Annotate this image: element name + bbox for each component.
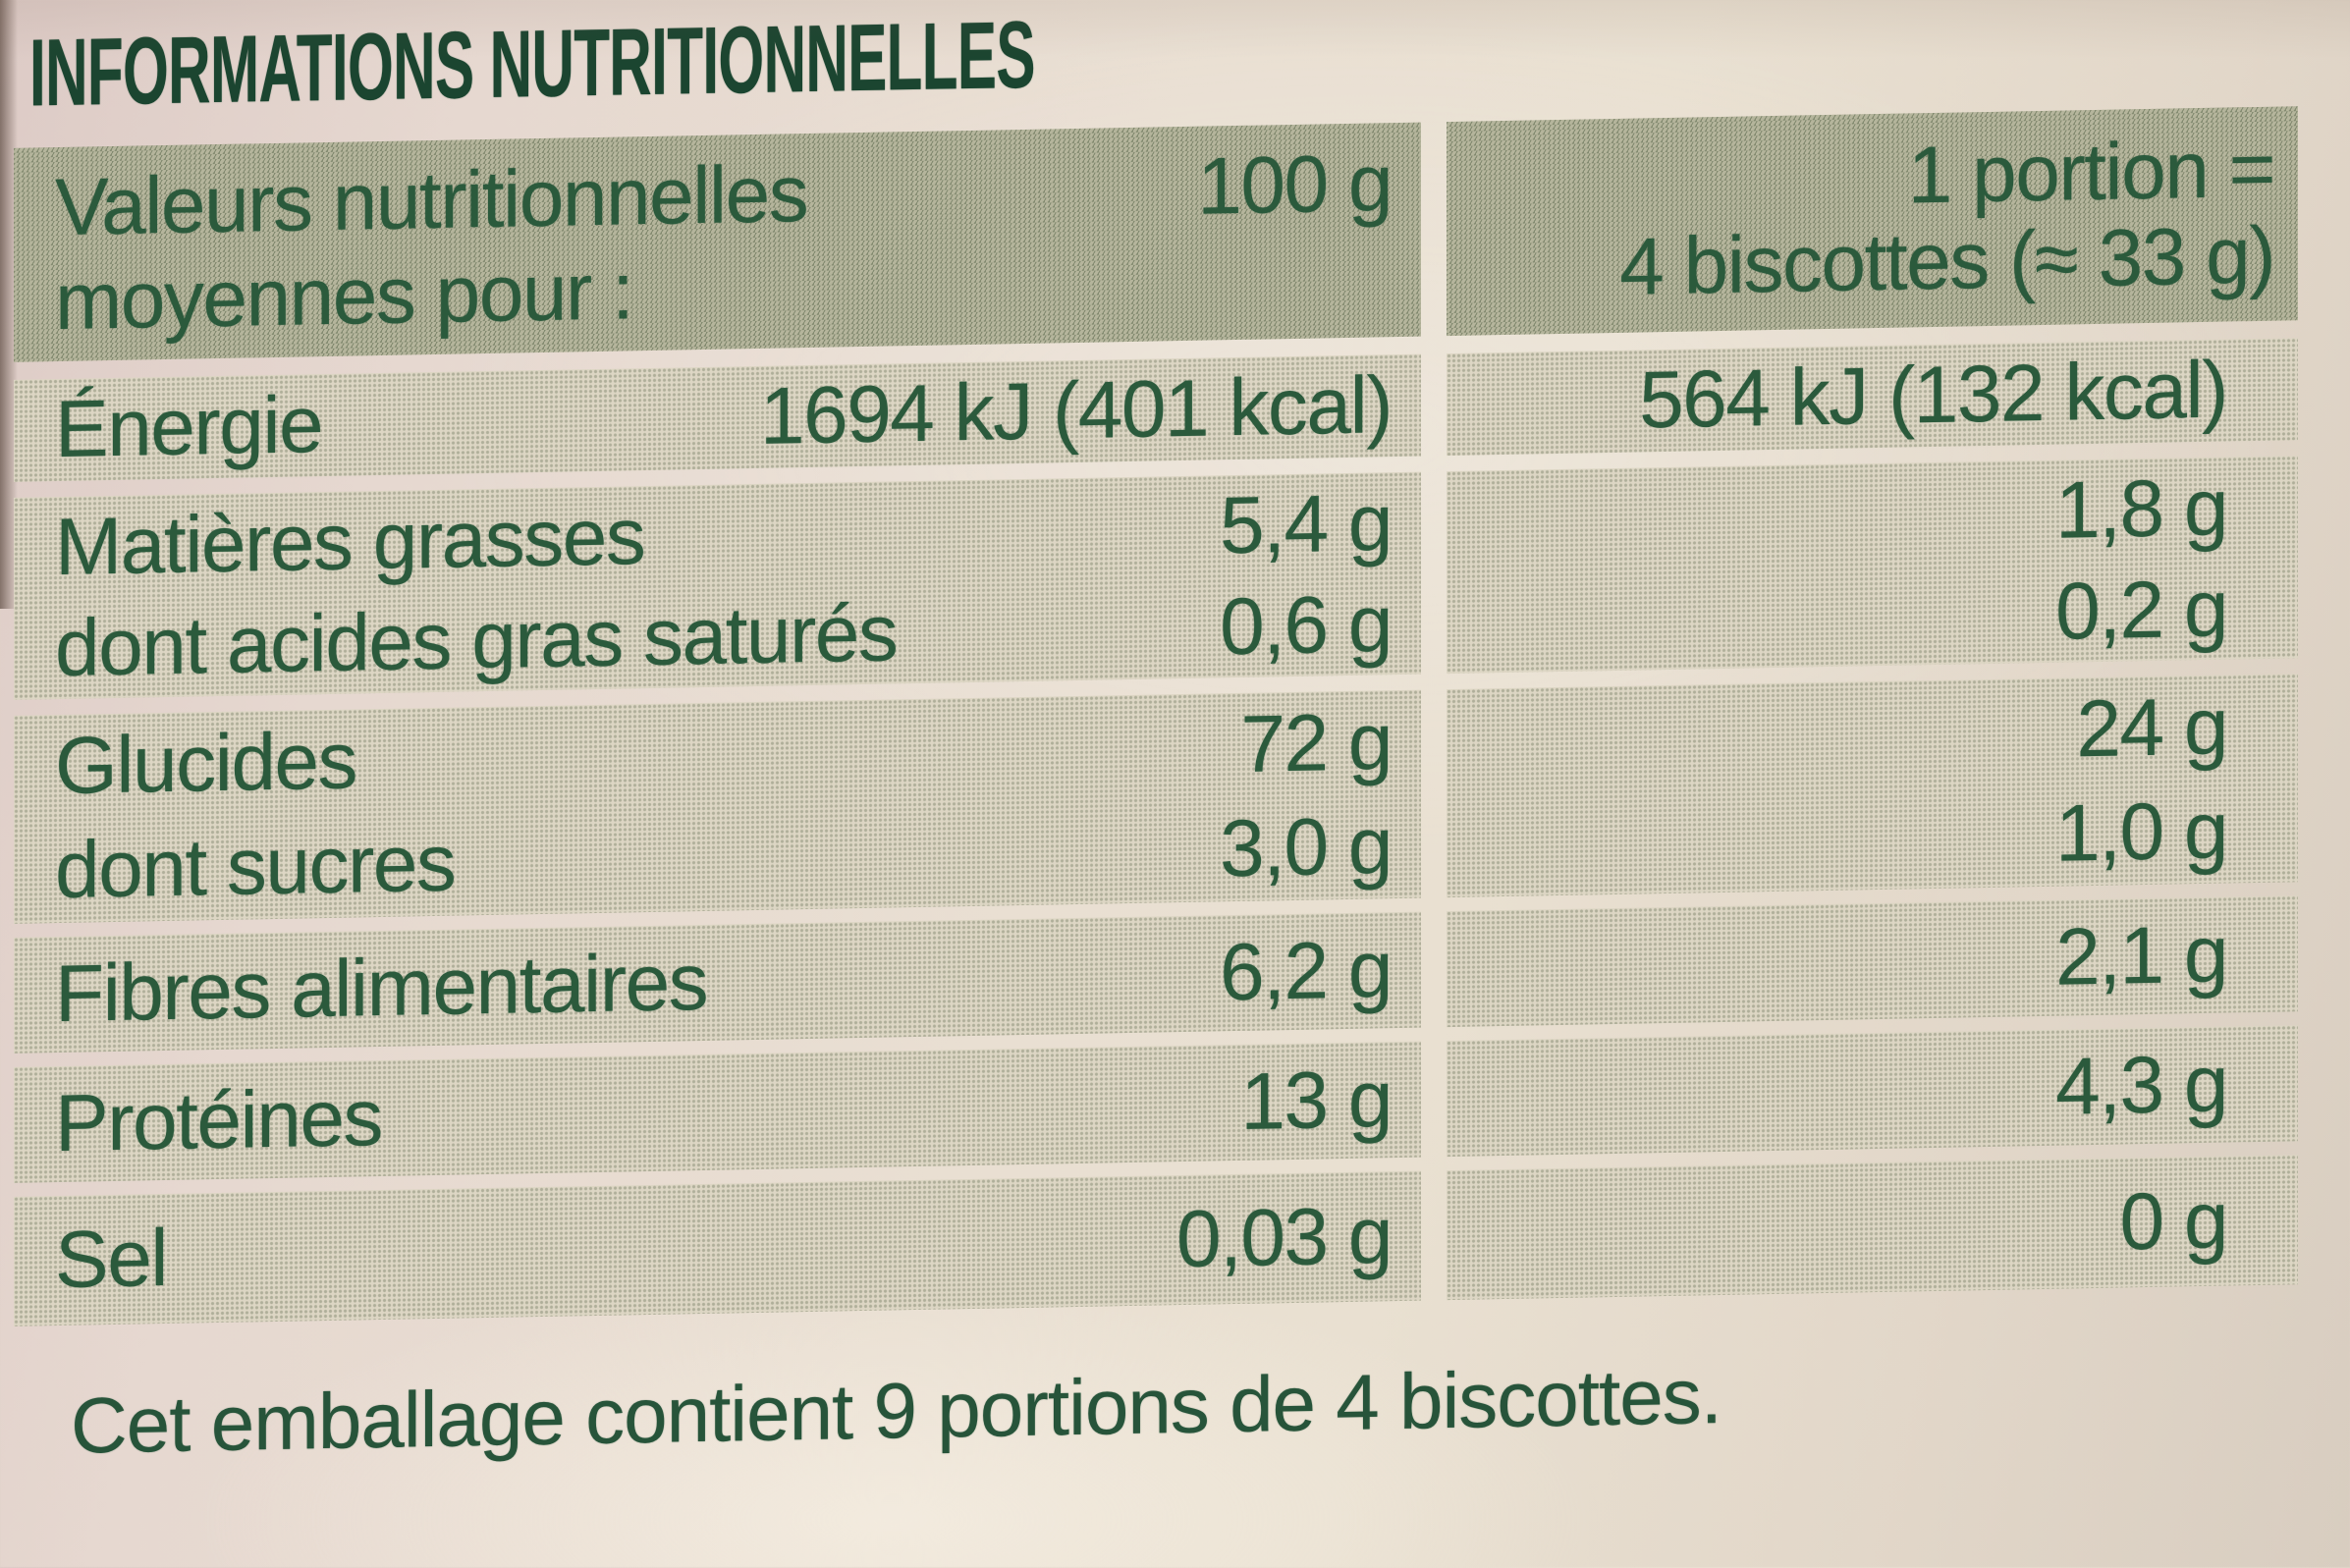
salt-per-100g: 0,03 g <box>1176 1191 1392 1285</box>
protein-label: Protéines <box>55 1072 382 1169</box>
carb-left-cell: Glucides 72 g dont sucres 3,0 g <box>14 689 1421 924</box>
table-row-fibres: Fibres alimentaires 6,2 g 2,1 g <box>14 895 2298 1054</box>
carb-portion-cell: 24 g 1,0 g <box>1447 674 2298 898</box>
saturated-label: dont acides gras saturés <box>55 587 898 693</box>
salt-label: Sel <box>55 1213 168 1306</box>
header-portion-line1: 1 portion = <box>1907 124 2274 221</box>
fat-portion-cell: 1,8 g 0,2 g <box>1447 456 2298 675</box>
column-gap <box>1421 471 1447 674</box>
fiber-per-portion: 2,1 g <box>2055 909 2227 1002</box>
table-row-matieres-grasses: Matières grasses 5,4 g dont acides gras … <box>14 456 2298 700</box>
energie-per-100g: 1694 kJ (401 kcal) <box>759 360 1392 461</box>
fiber-left-cell: Fibres alimentaires 6,2 g <box>14 911 1421 1054</box>
salt-left-cell: Sel 0,03 g <box>14 1170 1421 1326</box>
package-portions-note: Cet emballage contient 9 portions de 4 b… <box>71 1351 1722 1470</box>
protein-per-100g: 13 g <box>1240 1054 1392 1147</box>
fiber-label: Fibres alimentaires <box>55 937 708 1040</box>
protein-portion-cell: 4,3 g <box>1447 1025 2298 1158</box>
carb-label: Glucides <box>55 716 357 812</box>
energie-left-cell: Énergie 1694 kJ (401 kcal) <box>14 353 1421 482</box>
header-portion-line2: 4 biscottes (≈ 33 g) <box>1619 210 2274 312</box>
saturated-per-100g: 0,6 g <box>1220 578 1392 672</box>
table-row-energie: Énergie 1694 kJ (401 kcal) 564 kJ (132 k… <box>14 338 2298 482</box>
page-title: INFORMATIONS NUTRITIONNELLES <box>29 0 1035 127</box>
column-gap <box>1421 1041 1447 1157</box>
protein-left-cell: Protéines 13 g <box>14 1041 1421 1183</box>
table-row-sel: Sel 0,03 g 0 g <box>14 1155 2298 1326</box>
fiber-per-100g: 6,2 g <box>1220 925 1392 1018</box>
energie-label: Énergie <box>55 380 323 475</box>
sugars-per-portion: 1,0 g <box>2055 785 2227 879</box>
column-gap <box>1421 353 1447 456</box>
fat-per-100g: 5,4 g <box>1220 477 1392 570</box>
carb-per-portion: 24 g <box>2076 681 2227 775</box>
column-gap <box>1421 689 1447 897</box>
header-title-line2: moyennes pour : <box>55 246 633 348</box>
column-gap <box>1421 911 1447 1027</box>
fat-per-portion: 1,8 g <box>2055 462 2227 556</box>
fat-label: Matières grasses <box>55 491 645 592</box>
energie-portion-cell: 564 kJ (132 kcal) <box>1447 338 2298 457</box>
saturated-per-portion: 0,2 g <box>2055 564 2227 657</box>
protein-per-portion: 4,3 g <box>2055 1039 2227 1132</box>
header-title-line1: Valeurs nutritionnelles <box>55 149 808 253</box>
column-gap <box>1421 1170 1447 1300</box>
table-row-proteines: Protéines 13 g 4,3 g <box>14 1025 2298 1183</box>
fiber-portion-cell: 2,1 g <box>1447 895 2298 1028</box>
column-gap <box>1421 122 1447 336</box>
nutrition-table: Valeurs nutritionnelles 100 g moyennes p… <box>14 106 2298 1326</box>
sugars-label: dont sucres <box>55 818 456 916</box>
fat-left-cell: Matières grasses 5,4 g dont acides gras … <box>14 471 1421 700</box>
sugars-per-100g: 3,0 g <box>1220 801 1392 894</box>
table-header-row: Valeurs nutritionnelles 100 g moyennes p… <box>14 106 2298 362</box>
salt-portion-cell: 0 g <box>1447 1155 2298 1301</box>
carb-per-100g: 72 g <box>1240 697 1392 789</box>
header-col-100g: 100 g <box>1197 138 1392 232</box>
header-portion-cell: 1 portion = 4 biscottes (≈ 33 g) <box>1447 106 2298 337</box>
salt-per-portion: 0 g <box>2119 1175 2228 1268</box>
header-left-cell: Valeurs nutritionnelles 100 g moyennes p… <box>14 122 1421 362</box>
table-row-glucides: Glucides 72 g dont sucres 3,0 g 24 g 1,0… <box>14 674 2298 924</box>
energie-per-portion: 564 kJ (132 kcal) <box>1639 345 2227 446</box>
